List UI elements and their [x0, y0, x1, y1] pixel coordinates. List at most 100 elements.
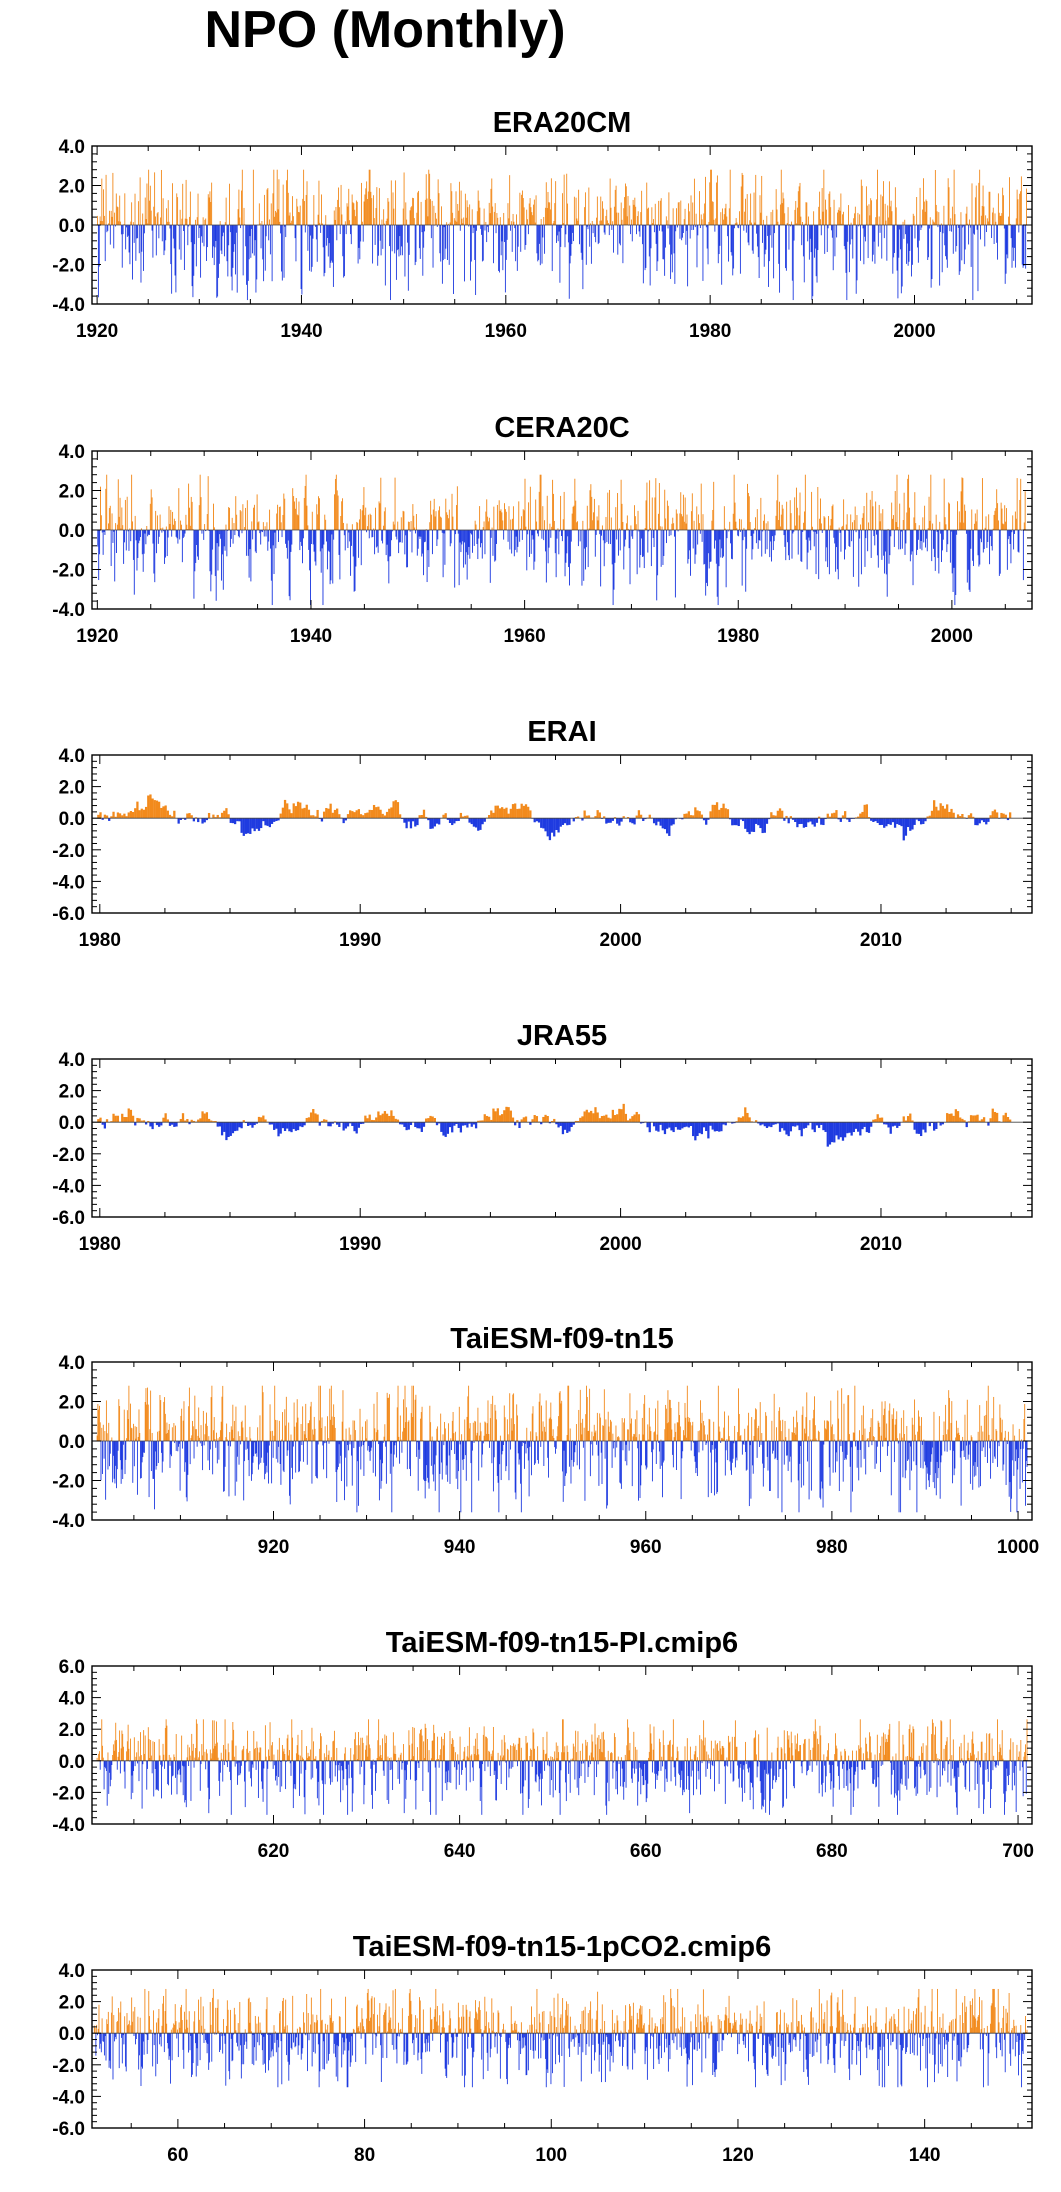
positive-bar — [135, 1756, 137, 1761]
negative-bar — [607, 818, 610, 823]
positive-bar — [477, 1407, 479, 1441]
negative-bar — [730, 1441, 732, 1471]
positive-bar — [761, 175, 763, 225]
negative-bar — [324, 225, 326, 273]
positive-bar — [866, 1438, 868, 1441]
negative-bar — [143, 1441, 145, 1453]
positive-bar — [598, 1118, 601, 1123]
negative-bar — [924, 1441, 926, 1462]
negative-bar — [174, 1760, 176, 1778]
negative-bar — [574, 1441, 576, 1453]
positive-bar — [101, 1719, 103, 1761]
positive-bar — [1002, 813, 1005, 819]
negative-bar — [183, 1760, 185, 1767]
positive-bar — [102, 1424, 104, 1441]
negative-bar — [909, 225, 911, 251]
positive-bar — [664, 1429, 666, 1441]
negative-bar — [761, 530, 763, 557]
positive-bar — [107, 528, 109, 530]
negative-bar — [498, 225, 500, 271]
negative-bar — [234, 225, 236, 245]
negative-bar — [553, 818, 556, 837]
positive-bar — [982, 1117, 986, 1123]
positive-bar — [779, 526, 781, 530]
positive-bar — [277, 504, 279, 530]
negative-bar — [539, 225, 541, 266]
negative-bar — [787, 530, 789, 556]
positive-bar — [254, 1749, 255, 1761]
negative-bar — [391, 530, 392, 541]
positive-bar — [692, 202, 694, 225]
positive-bar — [110, 210, 112, 225]
positive-bar — [200, 497, 202, 530]
positive-bar — [511, 1430, 513, 1441]
positive-bar — [753, 1435, 755, 1441]
positive-bar — [456, 221, 458, 225]
negative-bar — [254, 225, 256, 241]
negative-bar — [947, 530, 949, 545]
positive-bar — [324, 514, 326, 530]
positive-bar — [189, 525, 191, 530]
negative-bar — [266, 818, 269, 826]
negative-bar — [870, 818, 873, 821]
positive-bar — [758, 1425, 760, 1441]
negative-bar — [358, 530, 360, 558]
positive-bar — [388, 201, 390, 225]
positive-bar — [114, 212, 116, 225]
negative-bar — [209, 1441, 211, 1471]
negative-bar — [1015, 1441, 1017, 1450]
positive-bar — [212, 1121, 215, 1123]
negative-bar — [696, 225, 698, 268]
negative-bar — [381, 1441, 383, 1481]
negative-bar — [752, 225, 754, 254]
negative-bar — [609, 530, 611, 545]
negative-bar — [751, 225, 753, 251]
negative-bar — [268, 1122, 271, 1125]
negative-bar — [167, 1760, 169, 1785]
positive-bar — [361, 182, 362, 225]
x-tick-label: 1940 — [280, 321, 322, 342]
positive-bar — [489, 1418, 491, 1441]
positive-bar — [843, 499, 845, 530]
negative-bar — [261, 1760, 262, 1782]
negative-bar — [920, 1441, 922, 1468]
positive-bar — [544, 1426, 546, 1441]
negative-bar — [912, 530, 914, 586]
negative-bar — [863, 1122, 866, 1127]
negative-bar — [673, 225, 675, 254]
positive-bar — [553, 493, 554, 530]
negative-bar — [146, 1760, 148, 1790]
positive-bar — [219, 221, 221, 225]
positive-bar — [297, 1734, 299, 1761]
positive-bar — [498, 1115, 502, 1123]
negative-bar — [455, 1122, 458, 1124]
negative-bar — [839, 530, 841, 533]
positive-bar — [313, 1434, 314, 1441]
positive-bar — [192, 1750, 193, 1761]
positive-bar — [492, 206, 494, 225]
positive-bar — [733, 474, 735, 530]
positive-bar — [531, 1119, 534, 1123]
negative-bar — [864, 225, 866, 237]
positive-bar — [413, 198, 414, 225]
negative-bar — [779, 225, 781, 293]
negative-bar — [215, 530, 217, 601]
positive-bar — [873, 1437, 875, 1441]
positive-bar — [533, 1115, 536, 1123]
positive-bar — [260, 1747, 262, 1761]
x-tick-label: 1980 — [689, 321, 731, 342]
positive-bar — [352, 1420, 354, 1441]
positive-bar — [233, 1756, 235, 1761]
positive-bar — [309, 1420, 311, 1441]
negative-bar — [244, 1760, 246, 1808]
x-tick-label: 2010 — [860, 930, 902, 951]
positive-bar — [366, 1118, 369, 1123]
positive-bar — [962, 478, 964, 530]
positive-bar — [536, 521, 538, 530]
positive-bar — [928, 815, 931, 819]
negative-bar — [437, 1441, 439, 1443]
negative-bar — [767, 225, 769, 236]
positive-bar — [294, 1426, 296, 1441]
negative-bar — [941, 530, 943, 551]
positive-bar — [517, 1415, 518, 1441]
